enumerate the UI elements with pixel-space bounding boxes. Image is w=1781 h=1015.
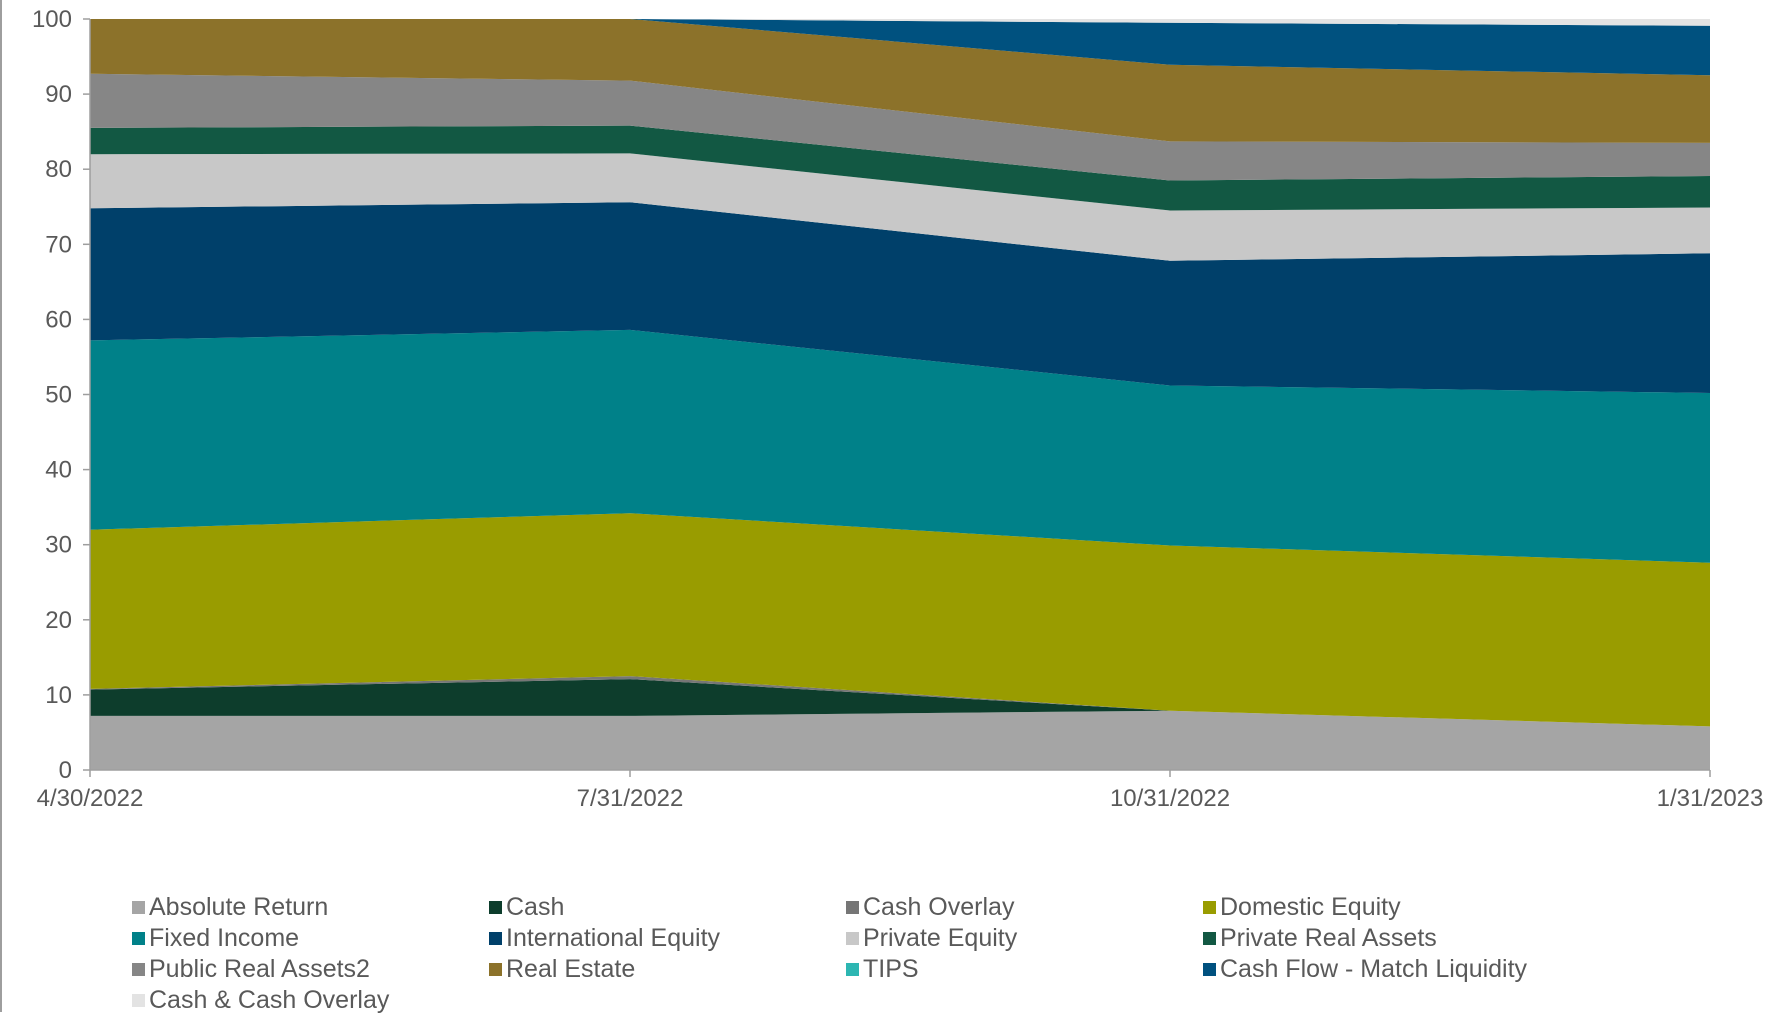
legend-item: Absolute Return (132, 892, 328, 922)
x-tick-label: 10/31/2022 (1110, 785, 1230, 812)
legend-item: Cash Flow - Match Liquidity (1203, 954, 1527, 984)
legend-item: Real Estate (489, 954, 635, 984)
y-tick-label: 100 (32, 6, 72, 33)
area-private-real-assets (90, 125, 1710, 211)
legend-label: Domestic Equity (1220, 893, 1401, 921)
legend-item: Cash (489, 892, 564, 922)
legend-item: Public Real Assets2 (132, 954, 370, 984)
series-areas (90, 19, 1710, 770)
legend-swatch (489, 963, 502, 976)
legend-swatch (846, 963, 859, 976)
x-tick-label: 4/30/2022 (37, 785, 144, 812)
legend-label: Private Real Assets (1220, 924, 1437, 952)
legend-item: Private Real Assets (1203, 923, 1437, 953)
legend-item: Cash & Cash Overlay (132, 985, 389, 1015)
y-axis-ticks: 0 10 20 30 40 50 60 70 80 90 100 (32, 6, 90, 784)
area-domestic-equity (90, 513, 1710, 727)
area-public-real-assets2 (90, 73, 1710, 181)
legend-swatch (132, 963, 145, 976)
legend-swatch (846, 932, 859, 945)
legend-label: Private Equity (863, 924, 1018, 952)
x-tick-label: 1/31/2023 (1657, 785, 1764, 812)
area-absolute-return (90, 710, 1710, 770)
y-tick-label: 40 (45, 457, 72, 484)
legend-item: Cash Overlay (846, 892, 1014, 922)
legend-swatch (489, 932, 502, 945)
legend-label: Absolute Return (149, 893, 329, 921)
y-tick-label: 80 (45, 156, 72, 183)
y-tick-label: 10 (45, 682, 72, 709)
legend-label: Real Estate (506, 955, 636, 983)
legend-item: Fixed Income (132, 923, 299, 953)
legend-label: Cash (506, 893, 565, 921)
legend-swatch (489, 901, 502, 914)
legend-swatch (1203, 932, 1216, 945)
area-cash (90, 679, 1710, 727)
frame-border (0, 0, 2, 1012)
area-cash-cash-overlay (90, 19, 1710, 26)
legend-item: International Equity (489, 923, 720, 953)
y-tick-label: 90 (45, 81, 72, 108)
legend-label: Fixed Income (149, 924, 300, 952)
legend-label: Cash Overlay (863, 893, 1015, 921)
legend-label: International Equity (506, 924, 721, 952)
area-private-equity (90, 153, 1710, 261)
y-tick-label: 60 (45, 306, 72, 333)
legend-swatch (1203, 963, 1216, 976)
legend-item: TIPS (846, 954, 919, 984)
legend-swatch (846, 901, 859, 914)
area-real-estate (90, 19, 1710, 143)
area-fixed-income (90, 329, 1710, 563)
x-tick-label: 7/31/2022 (577, 785, 684, 812)
legend-swatch (1203, 901, 1216, 914)
legend-swatch (132, 932, 145, 945)
x-axis-ticks: 4/30/2022 7/31/2022 10/31/2022 1/31/2023 (37, 770, 1764, 812)
legend-label: Cash & Cash Overlay (149, 986, 390, 1014)
legend-item: Domestic Equity (1203, 892, 1401, 922)
y-tick-label: 20 (45, 607, 72, 634)
legend-label: TIPS (863, 955, 919, 983)
legend-label: Cash Flow - Match Liquidity (1220, 955, 1528, 983)
legend-label: Public Real Assets2 (149, 955, 370, 983)
y-tick-label: 0 (59, 757, 72, 784)
legend-item: Private Equity (846, 923, 1017, 953)
legend-swatch (132, 901, 145, 914)
area-cash-flow-match-liquidity (90, 19, 1710, 76)
y-tick-label: 50 (45, 382, 72, 409)
legend-swatch (132, 994, 145, 1007)
area-international-equity (90, 202, 1710, 393)
y-tick-label: 70 (45, 231, 72, 258)
y-tick-label: 30 (45, 532, 72, 559)
